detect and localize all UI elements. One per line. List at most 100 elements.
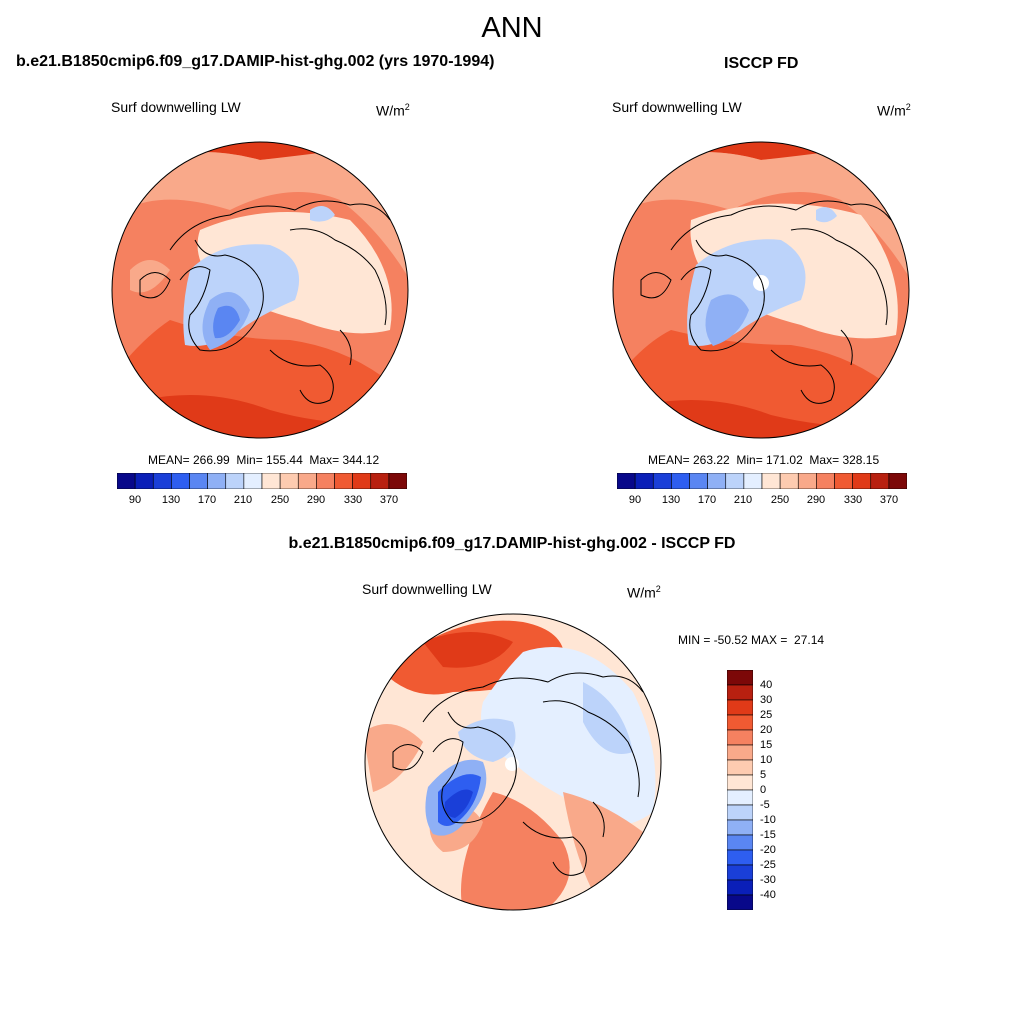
colorbar-swatch bbox=[727, 789, 753, 806]
diff-polar-map bbox=[364, 613, 662, 911]
colorbar-swatch bbox=[727, 879, 753, 896]
colorbar-swatch bbox=[852, 473, 872, 489]
colorbar-swatch bbox=[134, 473, 154, 489]
right-colorbar-tick-label: 170 bbox=[697, 494, 717, 506]
colorbar-swatch bbox=[816, 473, 835, 489]
diff-colorbar-tick-label: -5 bbox=[760, 799, 770, 811]
right-variable-label: Surf downwelling LW bbox=[612, 99, 742, 115]
colorbar-swatch bbox=[671, 473, 690, 489]
colorbar-swatch bbox=[727, 849, 753, 866]
colorbar-swatch bbox=[727, 729, 753, 746]
right-colorbar-tick-label: 90 bbox=[628, 494, 642, 506]
left-colorbar bbox=[117, 473, 407, 489]
diff-colorbar-tick-label: 5 bbox=[760, 769, 767, 781]
diff-colorbar-tick-label: 25 bbox=[760, 709, 773, 721]
colorbar-swatch bbox=[727, 684, 753, 701]
colorbar-swatch bbox=[779, 473, 799, 489]
left-colorbar-labels: 90 130 170 210 250 290 330 370 bbox=[117, 494, 407, 508]
left-colorbar-tick-label: 130 bbox=[161, 494, 181, 506]
left-polar-map bbox=[111, 141, 409, 439]
colorbar-swatch bbox=[352, 473, 372, 489]
right-units-label: W/m2 bbox=[877, 102, 911, 119]
colorbar-swatch bbox=[725, 473, 745, 489]
right-polar-map bbox=[612, 141, 910, 439]
colorbar-swatch bbox=[634, 473, 654, 489]
diff-colorbar-tick-label: -20 bbox=[760, 844, 776, 856]
colorbar-swatch bbox=[388, 473, 407, 489]
colorbar-swatch bbox=[189, 473, 208, 489]
colorbar-swatch bbox=[334, 473, 353, 489]
diff-colorbar-tick-label: 0 bbox=[760, 784, 767, 796]
diff-colorbar-tick-label: 20 bbox=[760, 724, 773, 736]
right-colorbar-tick-label: 130 bbox=[661, 494, 681, 506]
colorbar-swatch bbox=[834, 473, 853, 489]
colorbar-swatch bbox=[727, 670, 753, 686]
colorbar-swatch bbox=[727, 744, 753, 761]
colorbar-swatch bbox=[243, 473, 263, 489]
colorbar-swatch bbox=[652, 473, 672, 489]
main-title: ANN bbox=[481, 12, 543, 44]
diff-colorbar-tick-label: -10 bbox=[760, 814, 776, 826]
colorbar-swatch bbox=[316, 473, 335, 489]
colorbar-swatch bbox=[797, 473, 817, 489]
colorbar-swatch bbox=[743, 473, 763, 489]
colorbar-swatch bbox=[761, 473, 781, 489]
left-colorbar-tick-label: 170 bbox=[197, 494, 217, 506]
right-colorbar-tick-label: 370 bbox=[879, 494, 899, 506]
diff-colorbar-tick-label: -30 bbox=[760, 874, 776, 886]
right-colorbar bbox=[617, 473, 907, 489]
left-colorbar-tick-label: 250 bbox=[270, 494, 290, 506]
left-colorbar-tick-label: 210 bbox=[233, 494, 253, 506]
left-colorbar-tick-label: 330 bbox=[343, 494, 363, 506]
colorbar-swatch bbox=[617, 473, 636, 489]
colorbar-swatch bbox=[727, 894, 753, 910]
left-colorbar-tick-label: 290 bbox=[306, 494, 326, 506]
colorbar-swatch bbox=[261, 473, 281, 489]
colorbar-swatch bbox=[870, 473, 890, 489]
diff-colorbar bbox=[727, 670, 753, 910]
left-panel-title: b.e21.B1850cmip6.f09_g17.DAMIP-hist-ghg.… bbox=[16, 53, 495, 70]
colorbar-swatch bbox=[727, 819, 753, 836]
colorbar-swatch bbox=[171, 473, 190, 489]
diff-colorbar-tick-label: 40 bbox=[760, 679, 773, 691]
colorbar-swatch bbox=[152, 473, 172, 489]
diff-colorbar-tick-label: 15 bbox=[760, 739, 773, 751]
colorbar-swatch bbox=[117, 473, 136, 489]
right-colorbar-tick-label: 210 bbox=[733, 494, 753, 506]
diff-colorbar-tick-label: -15 bbox=[760, 829, 776, 841]
left-colorbar-tick-label: 370 bbox=[379, 494, 399, 506]
right-colorbar-tick-label: 330 bbox=[843, 494, 863, 506]
colorbar-swatch bbox=[207, 473, 227, 489]
colorbar-swatch bbox=[707, 473, 727, 489]
diff-panel-title: b.e21.B1850cmip6.f09_g17.DAMIP-hist-ghg.… bbox=[288, 535, 736, 552]
right-colorbar-tick-label: 290 bbox=[806, 494, 826, 506]
colorbar-swatch bbox=[279, 473, 299, 489]
colorbar-swatch bbox=[297, 473, 317, 489]
colorbar-swatch bbox=[727, 759, 753, 776]
right-colorbar-labels: 90 130 170 210 250 290 330 370 bbox=[617, 494, 907, 508]
diff-colorbar-tick-label: -40 bbox=[760, 889, 776, 901]
right-panel-title: ISCCP FD bbox=[724, 55, 799, 72]
diff-colorbar-tick-label: 10 bbox=[760, 754, 773, 766]
colorbar-swatch bbox=[727, 804, 753, 821]
left-colorbar-tick-label: 90 bbox=[128, 494, 142, 506]
colorbar-swatch bbox=[727, 834, 753, 851]
diff-colorbar-tick-label: -25 bbox=[760, 859, 776, 871]
colorbar-swatch bbox=[727, 864, 753, 881]
left-stats: MEAN= 266.99 Min= 155.44 Max= 344.12 bbox=[148, 453, 380, 467]
diff-colorbar-labels: 40 30 25 20 15 10 5 0 -5 -10 -15 -20 -25… bbox=[760, 670, 800, 910]
diff-variable-label: Surf downwelling LW bbox=[362, 581, 492, 597]
colorbar-swatch bbox=[689, 473, 708, 489]
left-variable-label: Surf downwelling LW bbox=[111, 99, 241, 115]
right-colorbar-tick-label: 250 bbox=[770, 494, 790, 506]
colorbar-swatch bbox=[888, 473, 907, 489]
colorbar-swatch bbox=[727, 714, 753, 731]
colorbar-swatch bbox=[727, 699, 753, 716]
diff-colorbar-tick-label: 30 bbox=[760, 694, 773, 706]
right-stats: MEAN= 263.22 Min= 171.02 Max= 328.15 bbox=[648, 453, 880, 467]
left-units-label: W/m2 bbox=[376, 102, 410, 119]
diff-units-label: W/m2 bbox=[627, 584, 661, 601]
colorbar-swatch bbox=[370, 473, 390, 489]
diff-stats: MIN = -50.52 MAX = 27.14 bbox=[678, 633, 825, 647]
colorbar-swatch bbox=[225, 473, 245, 489]
